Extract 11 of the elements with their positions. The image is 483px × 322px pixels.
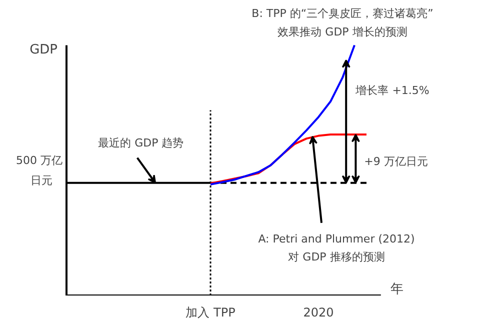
x-axis-title: 年 <box>390 282 404 298</box>
x-tick-label: 加入 TPP <box>186 306 236 320</box>
x-tick-label: 2020 <box>303 306 334 320</box>
annotation: 最近的 GDP 趋势 <box>98 136 184 150</box>
text: B: TPP 的“三个臭皮匠，赛过诸葛亮” 效果推动 GDP 增长的预测 <box>252 7 434 38</box>
y-axis-title: GDP <box>30 42 58 58</box>
annotation: A: Petri and Plummer (2012) 对 GDP 推移的预测 <box>258 232 415 264</box>
text: 日元 <box>30 174 52 187</box>
annotation: 增长率 +1.5% <box>354 84 430 97</box>
text: 500 万亿 <box>16 154 63 167</box>
annotation: +9 万亿日元 <box>364 155 428 168</box>
